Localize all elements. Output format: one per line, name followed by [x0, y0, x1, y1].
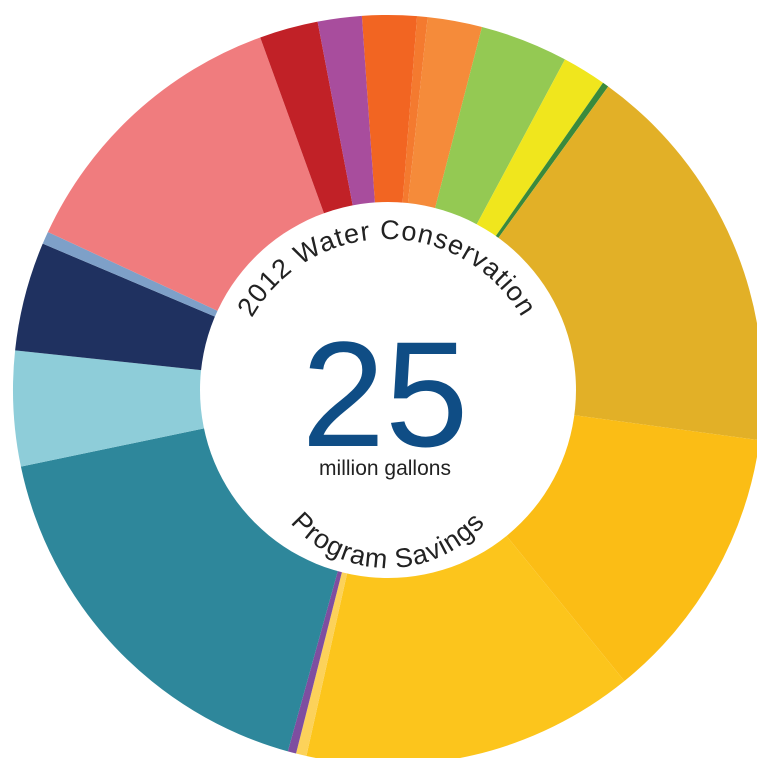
- center-value: 25: [302, 310, 469, 478]
- pie-slice-13: [12, 350, 388, 467]
- donut-hole: [200, 202, 576, 578]
- center-unit: million gallons: [319, 457, 451, 480]
